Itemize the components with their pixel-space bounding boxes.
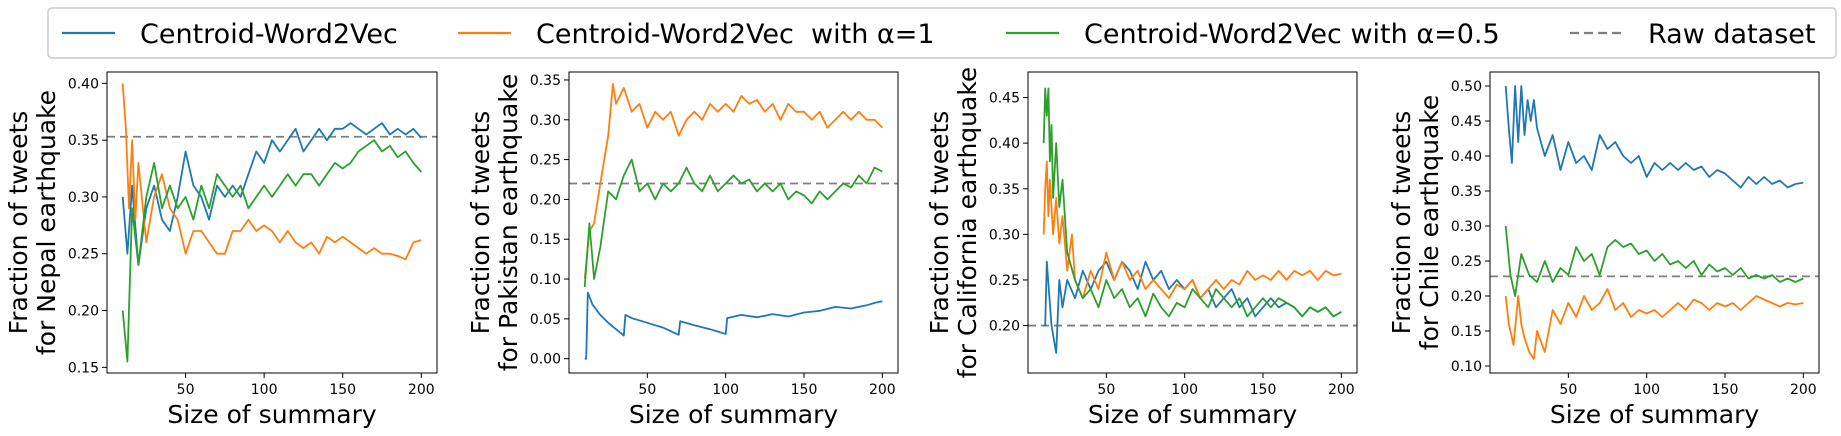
y-tick-label: 0.20: [68, 304, 99, 320]
x-tick-label: 100: [1633, 382, 1660, 398]
y-tick-label: 0.05: [530, 312, 561, 328]
series-line-2: [121, 83, 422, 261]
y-tick-label: 0.10: [530, 272, 561, 288]
chart-panel-4: 50 100 150 200 0.10 0.15 0.20 0.25 0.30 0.35 0.40 0…: [1387, 71, 1820, 429]
y-tick-label: 0.35: [68, 133, 99, 149]
y-axis-label: for Chile earthquake: [1415, 95, 1444, 350]
legend-label: Centroid-Word2Vec with α=1: [536, 19, 935, 50]
y-tick-label: 0.35: [1451, 184, 1482, 200]
legend-frame: [47, 7, 1837, 59]
legend-entry-alpha-0-5: Centroid-Word2Vec with α=0.5: [1006, 19, 1500, 50]
y-tick-label: 0.15: [1451, 324, 1482, 340]
series-line-3: [1504, 225, 1804, 297]
series-line-1: [121, 122, 422, 267]
x-tick-label: 150: [329, 382, 356, 398]
series-line-3: [1042, 87, 1342, 318]
x-tick-label: 200: [1790, 382, 1817, 398]
y-tick-label: 0.25: [530, 153, 561, 169]
series-line-2: [583, 83, 883, 280]
chart-panels: 50 100 150 200 0.15 0.20 0.25 0.30 0.35 0.40 Size …: [4, 67, 1820, 429]
x-axis-label: Size of summary: [629, 400, 838, 429]
y-axis-label: for California earthquake: [953, 67, 982, 379]
y-axis-label: Fraction of tweets: [466, 111, 495, 335]
axes-frame: [1489, 71, 1820, 374]
series-line-3: [121, 139, 422, 363]
legend-entry-alpha-1: Centroid-Word2Vec with α=1: [458, 19, 935, 50]
x-tick-label: 150: [1250, 382, 1277, 398]
x-axis-label: Size of summary: [1550, 400, 1759, 429]
axes-frame: [106, 71, 438, 374]
y-tick-label: 0.30: [1451, 219, 1482, 235]
x-tick-label: 150: [791, 382, 818, 398]
series-line-1: [1043, 260, 1342, 354]
y-tick-label: 0.50: [1451, 79, 1482, 95]
y-tick-label: 0.45: [1451, 114, 1482, 130]
x-tick-label: 100: [251, 382, 278, 398]
x-tick-label: 50: [638, 382, 656, 398]
y-axis-label: Fraction of tweets: [4, 111, 33, 335]
y-tick-label: 0.35: [989, 182, 1020, 198]
y-tick-label: 0.00: [530, 352, 561, 368]
y-tick-label: 0.20: [1451, 289, 1482, 305]
series-line-2: [1042, 160, 1342, 300]
x-tick-label: 100: [712, 382, 739, 398]
x-tick-label: 100: [1171, 382, 1198, 398]
series-line-1: [1504, 85, 1804, 189]
y-tick-label: 0.45: [989, 91, 1020, 107]
y-axis-label: for Nepal earthquake: [32, 90, 61, 355]
x-tick-label: 200: [408, 382, 435, 398]
y-tick-label: 0.30: [68, 190, 99, 206]
y-tick-label: 0.40: [1451, 149, 1482, 165]
x-tick-label: 50: [177, 382, 195, 398]
y-tick-label: 0.20: [530, 192, 561, 208]
x-tick-label: 200: [869, 382, 896, 398]
y-axis-label: Fraction of tweets: [925, 111, 954, 335]
x-tick-label: 150: [1712, 382, 1739, 398]
x-axis-label: Size of summary: [167, 400, 376, 429]
y-tick-label: 0.10: [1451, 359, 1482, 375]
series-line-1: [584, 291, 883, 360]
y-tick-label: 0.15: [68, 360, 99, 376]
x-tick-label: 200: [1328, 382, 1355, 398]
chart-panel-2: 50 100 150 200 0.00 0.05 0.10 0.15 0.20 0.25 0.30 0…: [466, 71, 899, 429]
y-tick-label: 0.30: [530, 113, 561, 129]
series-line-2: [1504, 288, 1804, 360]
y-tick-label: 0.35: [530, 73, 561, 89]
x-tick-label: 50: [1097, 382, 1115, 398]
chart-panel-3: 50 100 150 200 0.20 0.25 0.30 0.35 0.40 0.45 Size …: [925, 67, 1358, 429]
y-tick-label: 0.25: [68, 247, 99, 263]
y-tick-label: 0.30: [989, 227, 1020, 243]
y-tick-label: 0.40: [68, 76, 99, 92]
legend-label: Centroid-Word2Vec with α=0.5: [1084, 19, 1500, 50]
axes-frame: [1027, 71, 1358, 374]
legend-entry-raw-dataset: Raw dataset: [1570, 19, 1815, 50]
y-axis-label: Fraction of tweets: [1387, 111, 1416, 335]
legend: Centroid-Word2Vec Centroid-Word2Vec with…: [47, 7, 1837, 59]
axes-frame: [568, 71, 899, 374]
y-tick-label: 0.25: [1451, 254, 1482, 270]
y-tick-label: 0.15: [530, 232, 561, 248]
legend-entry-centroid-word2vec: Centroid-Word2Vec: [62, 19, 398, 50]
y-tick-label: 0.20: [989, 319, 1020, 335]
y-tick-label: 0.40: [989, 136, 1020, 152]
chart-panel-1: 50 100 150 200 0.15 0.20 0.25 0.30 0.35 0.40 Size …: [4, 71, 438, 429]
x-axis-label: Size of summary: [1088, 400, 1297, 429]
y-tick-label: 0.25: [989, 273, 1020, 289]
legend-label: Centroid-Word2Vec: [140, 19, 398, 50]
series-line-3: [583, 158, 883, 288]
y-axis-label: for Pakistan earthquake: [494, 74, 523, 372]
x-tick-label: 50: [1559, 382, 1577, 398]
legend-label: Raw dataset: [1648, 19, 1815, 50]
